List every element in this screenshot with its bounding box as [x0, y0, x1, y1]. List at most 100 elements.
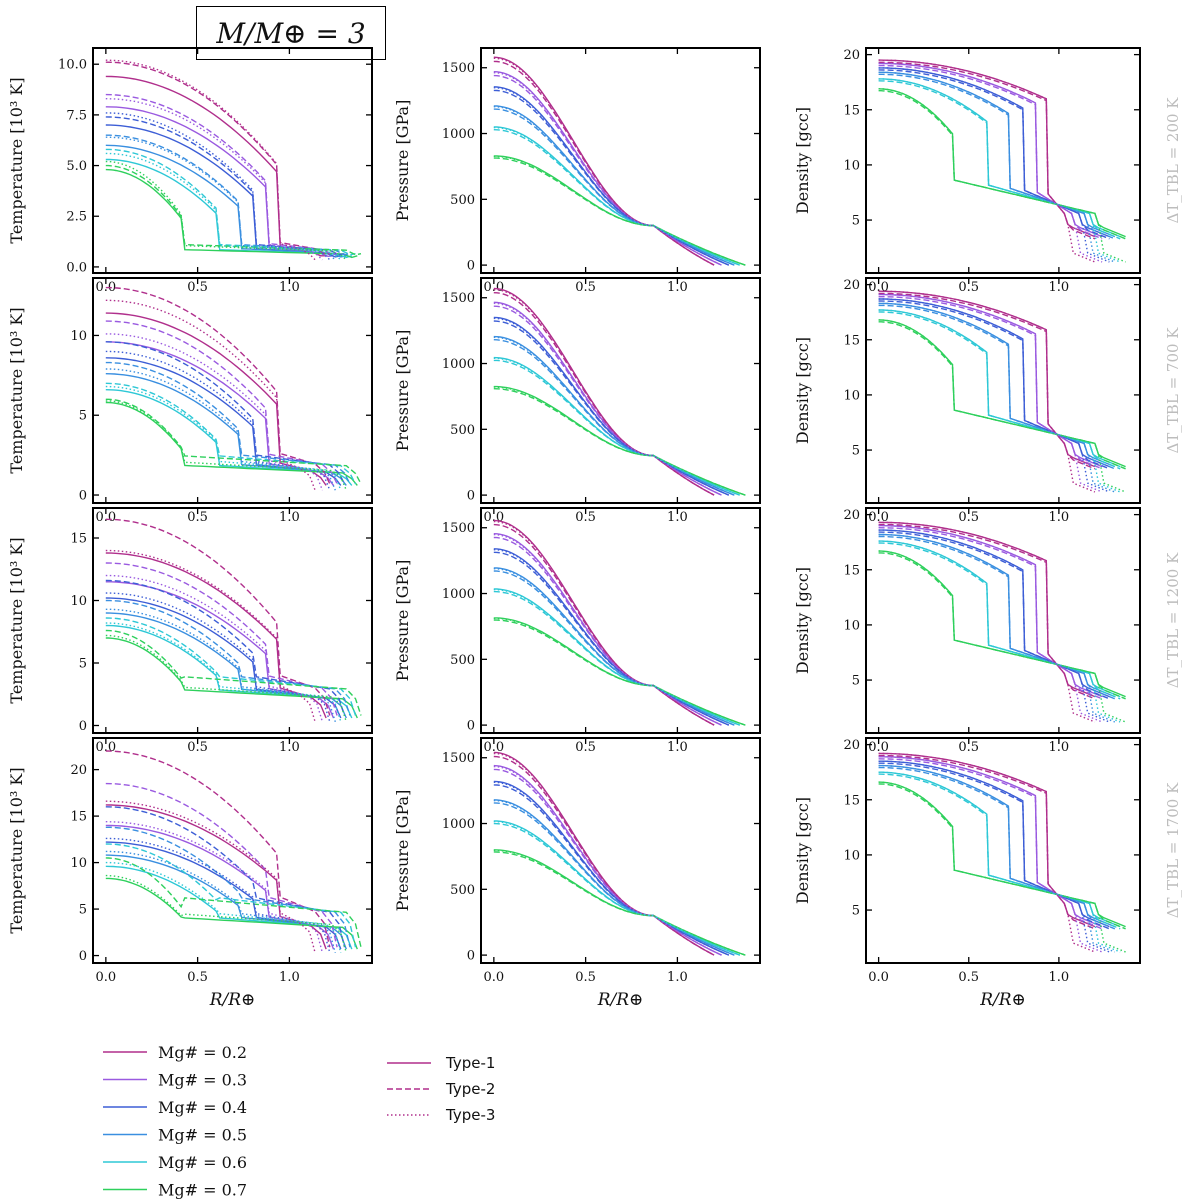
- series-line-mg4-solid: [493, 126, 741, 266]
- x-tick-label: 0.5: [575, 280, 596, 295]
- series-line-mg5-dashed: [493, 851, 746, 956]
- series-line-mg2-dotted: [493, 317, 730, 496]
- series-line-mg1-solid: [493, 533, 722, 726]
- y-tick-label: 1000: [442, 357, 475, 372]
- series-line-mg2-dashed: [493, 784, 730, 956]
- series-line-mg1-dashed: [878, 64, 1103, 240]
- y-axis-label: Temperature [10³ K]: [7, 307, 26, 473]
- series-line-mg4-solid: [493, 820, 741, 956]
- legend-label: Mg# = 0.6: [158, 1153, 247, 1172]
- legend-label: Type-2: [445, 1080, 495, 1098]
- x-axis-label: R/R⊕: [209, 990, 256, 1010]
- series-line-mg2-dotted: [493, 549, 730, 726]
- series-line-mg3-dashed: [105, 826, 351, 948]
- series-line-mg1-dotted: [878, 756, 1103, 953]
- series-line-mg2-dashed: [105, 116, 345, 256]
- series-line-mg2-dotted: [493, 87, 730, 266]
- panel-r1-c0: 0.0 0.5 1.0 0 5 10 Temperature [10³ K]: [7, 277, 373, 525]
- series-line-mg2-solid: [493, 316, 730, 496]
- series-line-mg3-solid: [105, 144, 347, 258]
- series-line-mg0-dashed: [493, 755, 715, 956]
- y-tick-label: 0: [467, 719, 475, 734]
- x-tick-label: 0.5: [575, 970, 596, 985]
- legend-label: Mg# = 0.4: [158, 1098, 247, 1117]
- y-tick-label: 15: [843, 103, 860, 118]
- series-line-mg0-dotted: [878, 290, 1096, 493]
- series-line-mg0-solid: [878, 752, 1096, 928]
- series-line-mg2-dashed: [493, 551, 730, 726]
- y-tick-label: 2.5: [66, 210, 87, 225]
- series-line-mg3-dotted: [105, 608, 336, 723]
- series-line-mg2-dashed: [105, 341, 346, 485]
- series-line-mg3-dashed: [105, 361, 351, 485]
- series-line-mg5-dashed: [878, 321, 1126, 470]
- panel-r3-c0: 0.0 0.5 1.0 0 5 10 15 20 Temperature [10³ K] R/R⊕: [7, 737, 373, 1010]
- series-line-mg1-dashed: [878, 527, 1103, 700]
- series-line-mg2-dashed: [878, 300, 1110, 470]
- series-line-mg3-dotted: [105, 368, 336, 491]
- legend-label: Mg# = 0.5: [158, 1126, 247, 1145]
- series-line-mg2-dotted: [493, 781, 730, 956]
- series-line-mg5-dotted: [105, 160, 347, 261]
- series-line-mg0-dotted: [493, 520, 715, 726]
- series-line-mg1-dashed: [105, 562, 338, 716]
- series-line-mg2-dotted: [878, 760, 1110, 953]
- series-line-mg4-dotted: [105, 861, 342, 953]
- series-line-mg0-dashed: [493, 60, 715, 266]
- axes-frame: [480, 47, 761, 274]
- series-line-mg4-dotted: [878, 78, 1121, 263]
- legend-label: Mg# = 0.2: [158, 1043, 247, 1062]
- y-tick-label: 20: [843, 48, 860, 63]
- y-tick-label: 1000: [442, 127, 475, 142]
- series-line-mg5-solid: [105, 637, 358, 719]
- series-line-mg1-solid: [878, 62, 1103, 238]
- row-label-3: ΔT_TBL = 1700 K: [1164, 782, 1182, 918]
- series-line-mg3-dashed: [493, 802, 735, 956]
- panel-r3-c1: 0.0 0.5 1.0 0 500 1000 1500 Pressure [GPa] R/R⊕: [393, 737, 761, 1010]
- y-tick-label: 0: [467, 259, 475, 274]
- y-axis-label: Pressure [GPa]: [393, 330, 412, 452]
- series-line-mg2-solid: [493, 86, 730, 266]
- series-line-mg1-dotted: [493, 533, 722, 726]
- panel-r2-c0: 0.0 0.5 1.0 0 5 10 15 Temperature [10³ K]: [7, 507, 373, 755]
- y-tick-label: 7.5: [66, 108, 87, 123]
- series-line-mg0-solid: [105, 804, 327, 950]
- y-tick-label: 20: [843, 278, 860, 293]
- series-group: [493, 751, 746, 956]
- y-tick-label: 10: [70, 329, 87, 344]
- axes-frame: [480, 737, 761, 964]
- series-line-mg4-dashed: [878, 311, 1121, 470]
- series-line-mg5-solid: [105, 877, 358, 950]
- y-tick-label: 1500: [442, 61, 475, 76]
- axes-frame: [480, 277, 761, 504]
- x-axis-label: R/R⊕: [979, 990, 1026, 1010]
- x-tick-label: 0.5: [958, 970, 979, 985]
- series-line-mg0-dashed: [878, 523, 1096, 700]
- series-line-mg3-dotted: [493, 336, 735, 496]
- figure-title: M/M⊕ = 3: [196, 6, 386, 60]
- y-tick-label: 10: [70, 856, 87, 871]
- series-line-mg0-solid: [493, 287, 715, 496]
- row-label-2: ΔT_TBL = 1200 K: [1164, 552, 1182, 688]
- x-tick-label: 0.0: [96, 510, 117, 525]
- panel-r2-c2: 0.0 0.5 1.0 5 10 15 20 Density [gcc]: [793, 507, 1141, 755]
- series-line-mg0-dotted: [493, 57, 715, 266]
- series-line-mg4-dashed: [878, 773, 1121, 930]
- axes-frame: [92, 507, 373, 734]
- panel-r1-c1: 0.0 0.5 1.0 0 500 1000 1500 Pressure [GPa]: [393, 277, 761, 525]
- x-tick-label: 0.5: [958, 280, 979, 295]
- series-line-mg4-dashed: [493, 359, 741, 496]
- series-line-mg0-dotted: [105, 59, 316, 261]
- series-line-mg0-dotted: [878, 521, 1096, 723]
- series-line-mg3-dashed: [493, 339, 735, 496]
- x-tick-label: 1.0: [279, 740, 300, 755]
- series-line-mg2-solid: [878, 298, 1110, 468]
- x-tick-label: 0.5: [958, 510, 979, 525]
- series-line-mg4-solid: [493, 588, 741, 726]
- series-line-mg0-dotted: [105, 299, 316, 491]
- series-line-mg4-dashed: [878, 542, 1121, 700]
- series-line-mg3-dotted: [493, 799, 735, 956]
- series-line-mg1-dashed: [878, 758, 1103, 930]
